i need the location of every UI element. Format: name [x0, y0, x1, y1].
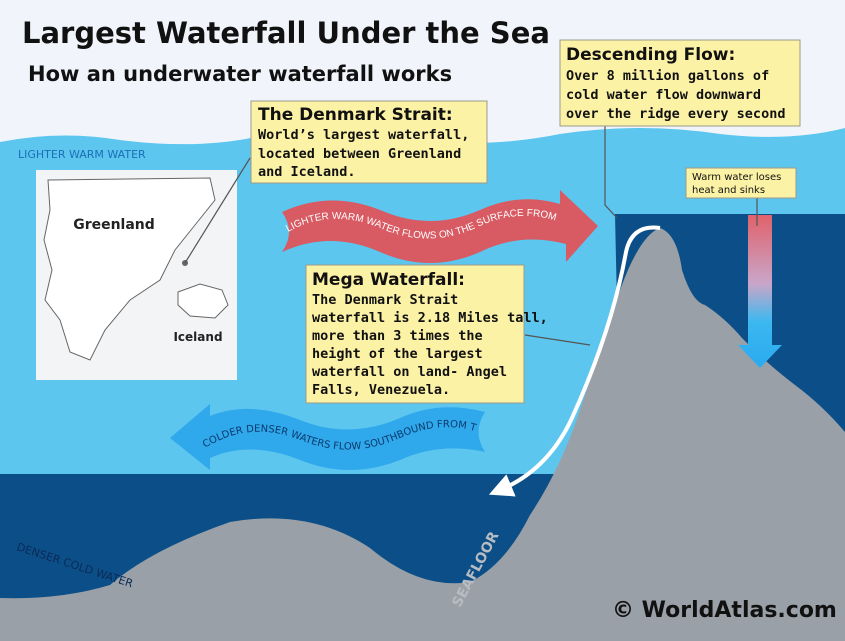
greenland-shape — [43, 177, 216, 361]
callout-box — [559, 39, 801, 127]
callout-line: located between Greenland — [258, 146, 461, 162]
warm-arrow — [282, 190, 598, 263]
callout-line: height of the largest — [312, 346, 483, 362]
callout-line: over the ridge every second — [566, 106, 785, 122]
cold-arrow — [170, 404, 485, 470]
callout-title: Descending Flow: — [566, 45, 735, 65]
title: Largest Waterfall Under the Sea — [22, 16, 550, 50]
sink-arrow — [738, 215, 782, 368]
callout-body: The Denmark Strait waterfall is 2.18 Mil… — [312, 292, 556, 398]
callout-body: Over 8 million gallons of cold water flo… — [566, 68, 785, 122]
surface-label: LIGHTER WARM WATER — [18, 148, 146, 161]
callout-line: waterfall on land- Angel — [312, 364, 507, 380]
callout-body: Warm water loses heat and sinks — [692, 172, 785, 196]
callout-line: heat and sinks — [692, 185, 765, 196]
callout-line: Warm water loses — [692, 172, 781, 183]
callout-line: Falls, Venezuela. — [312, 382, 450, 398]
credit: © WorldAtlas.com — [612, 598, 837, 623]
callout-line: The Denmark Strait — [312, 292, 458, 308]
flow-arrow — [488, 225, 661, 497]
callout-line: Over 8 million gallons of — [566, 68, 769, 84]
callout-box — [305, 264, 525, 404]
callout-box — [250, 100, 488, 184]
callout-title: The Denmark Strait: — [258, 105, 453, 125]
iceland-label: Iceland — [173, 330, 222, 344]
greenland-label: Greenland — [73, 217, 155, 233]
subtitle: How an underwater waterfall works — [28, 62, 452, 86]
callout-line: World’s largest waterfall, — [258, 127, 469, 143]
callout-line: more than 3 times the — [312, 328, 483, 344]
leader — [184, 157, 251, 264]
leader — [524, 334, 591, 346]
callout-line: waterfall is 2.18 Miles tall, — [312, 310, 548, 326]
callout-title: Mega Waterfall: — [312, 270, 465, 290]
seafloor — [0, 228, 845, 641]
callout-line: cold water flow downward — [566, 87, 761, 103]
callout-body: World’s largest waterfall, located betwe… — [258, 127, 477, 180]
iceland-shape — [177, 283, 229, 319]
callout-line: and Iceland. — [258, 164, 356, 180]
callout-box — [685, 167, 797, 199]
leader — [604, 126, 618, 219]
